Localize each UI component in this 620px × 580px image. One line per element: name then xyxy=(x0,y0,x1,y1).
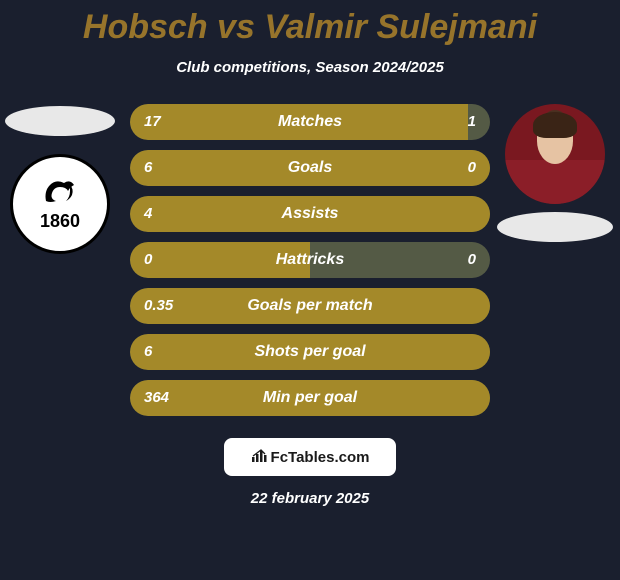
subtitle: Club competitions, Season 2024/2025 xyxy=(0,59,620,76)
stat-row: 0.35Goals per match xyxy=(130,288,490,324)
stats-area: 1860 17Matches16Goals04Assists0Hattricks… xyxy=(0,104,620,416)
club-badge-year: 1860 xyxy=(40,211,80,232)
stat-label: Matches xyxy=(130,104,490,140)
stat-row: 0Hattricks0 xyxy=(130,242,490,278)
title-vs: vs xyxy=(208,8,265,46)
stat-value-right: 0 xyxy=(468,150,476,186)
stat-value-right: 0 xyxy=(468,242,476,278)
stat-row: 6Shots per goal xyxy=(130,334,490,370)
player-name-placeholder-left xyxy=(5,106,115,136)
stat-label: Goals xyxy=(130,150,490,186)
brand-label: FcTables.com xyxy=(271,449,370,466)
title-right: Valmir Sulejmani xyxy=(264,8,537,46)
stat-row: 17Matches1 xyxy=(130,104,490,140)
stat-row: 4Assists xyxy=(130,196,490,232)
stat-label: Hattricks xyxy=(130,242,490,278)
club-badge-left: 1860 xyxy=(10,154,110,254)
date-label: 22 february 2025 xyxy=(0,490,620,507)
brand-pill[interactable]: FcTables.com xyxy=(224,438,396,476)
stat-label: Goals per match xyxy=(130,288,490,324)
player-photo-right xyxy=(505,104,605,204)
stat-row: 364Min per goal xyxy=(130,380,490,416)
stat-label: Shots per goal xyxy=(130,334,490,370)
page-title: Hobsch vs Valmir Sulejmani xyxy=(0,0,620,47)
title-left: Hobsch xyxy=(83,8,208,46)
left-player-column: 1860 xyxy=(0,104,120,254)
lion-icon xyxy=(40,177,80,209)
stat-value-right: 1 xyxy=(468,104,476,140)
club-badge-inner: 1860 xyxy=(19,163,101,245)
stat-label: Min per goal xyxy=(130,380,490,416)
stat-bars: 17Matches16Goals04Assists0Hattricks00.35… xyxy=(130,104,490,416)
player-name-placeholder-right xyxy=(497,212,613,242)
chart-icon xyxy=(251,449,267,466)
stat-label: Assists xyxy=(130,196,490,232)
right-player-column xyxy=(490,104,620,242)
stat-row: 6Goals0 xyxy=(130,150,490,186)
